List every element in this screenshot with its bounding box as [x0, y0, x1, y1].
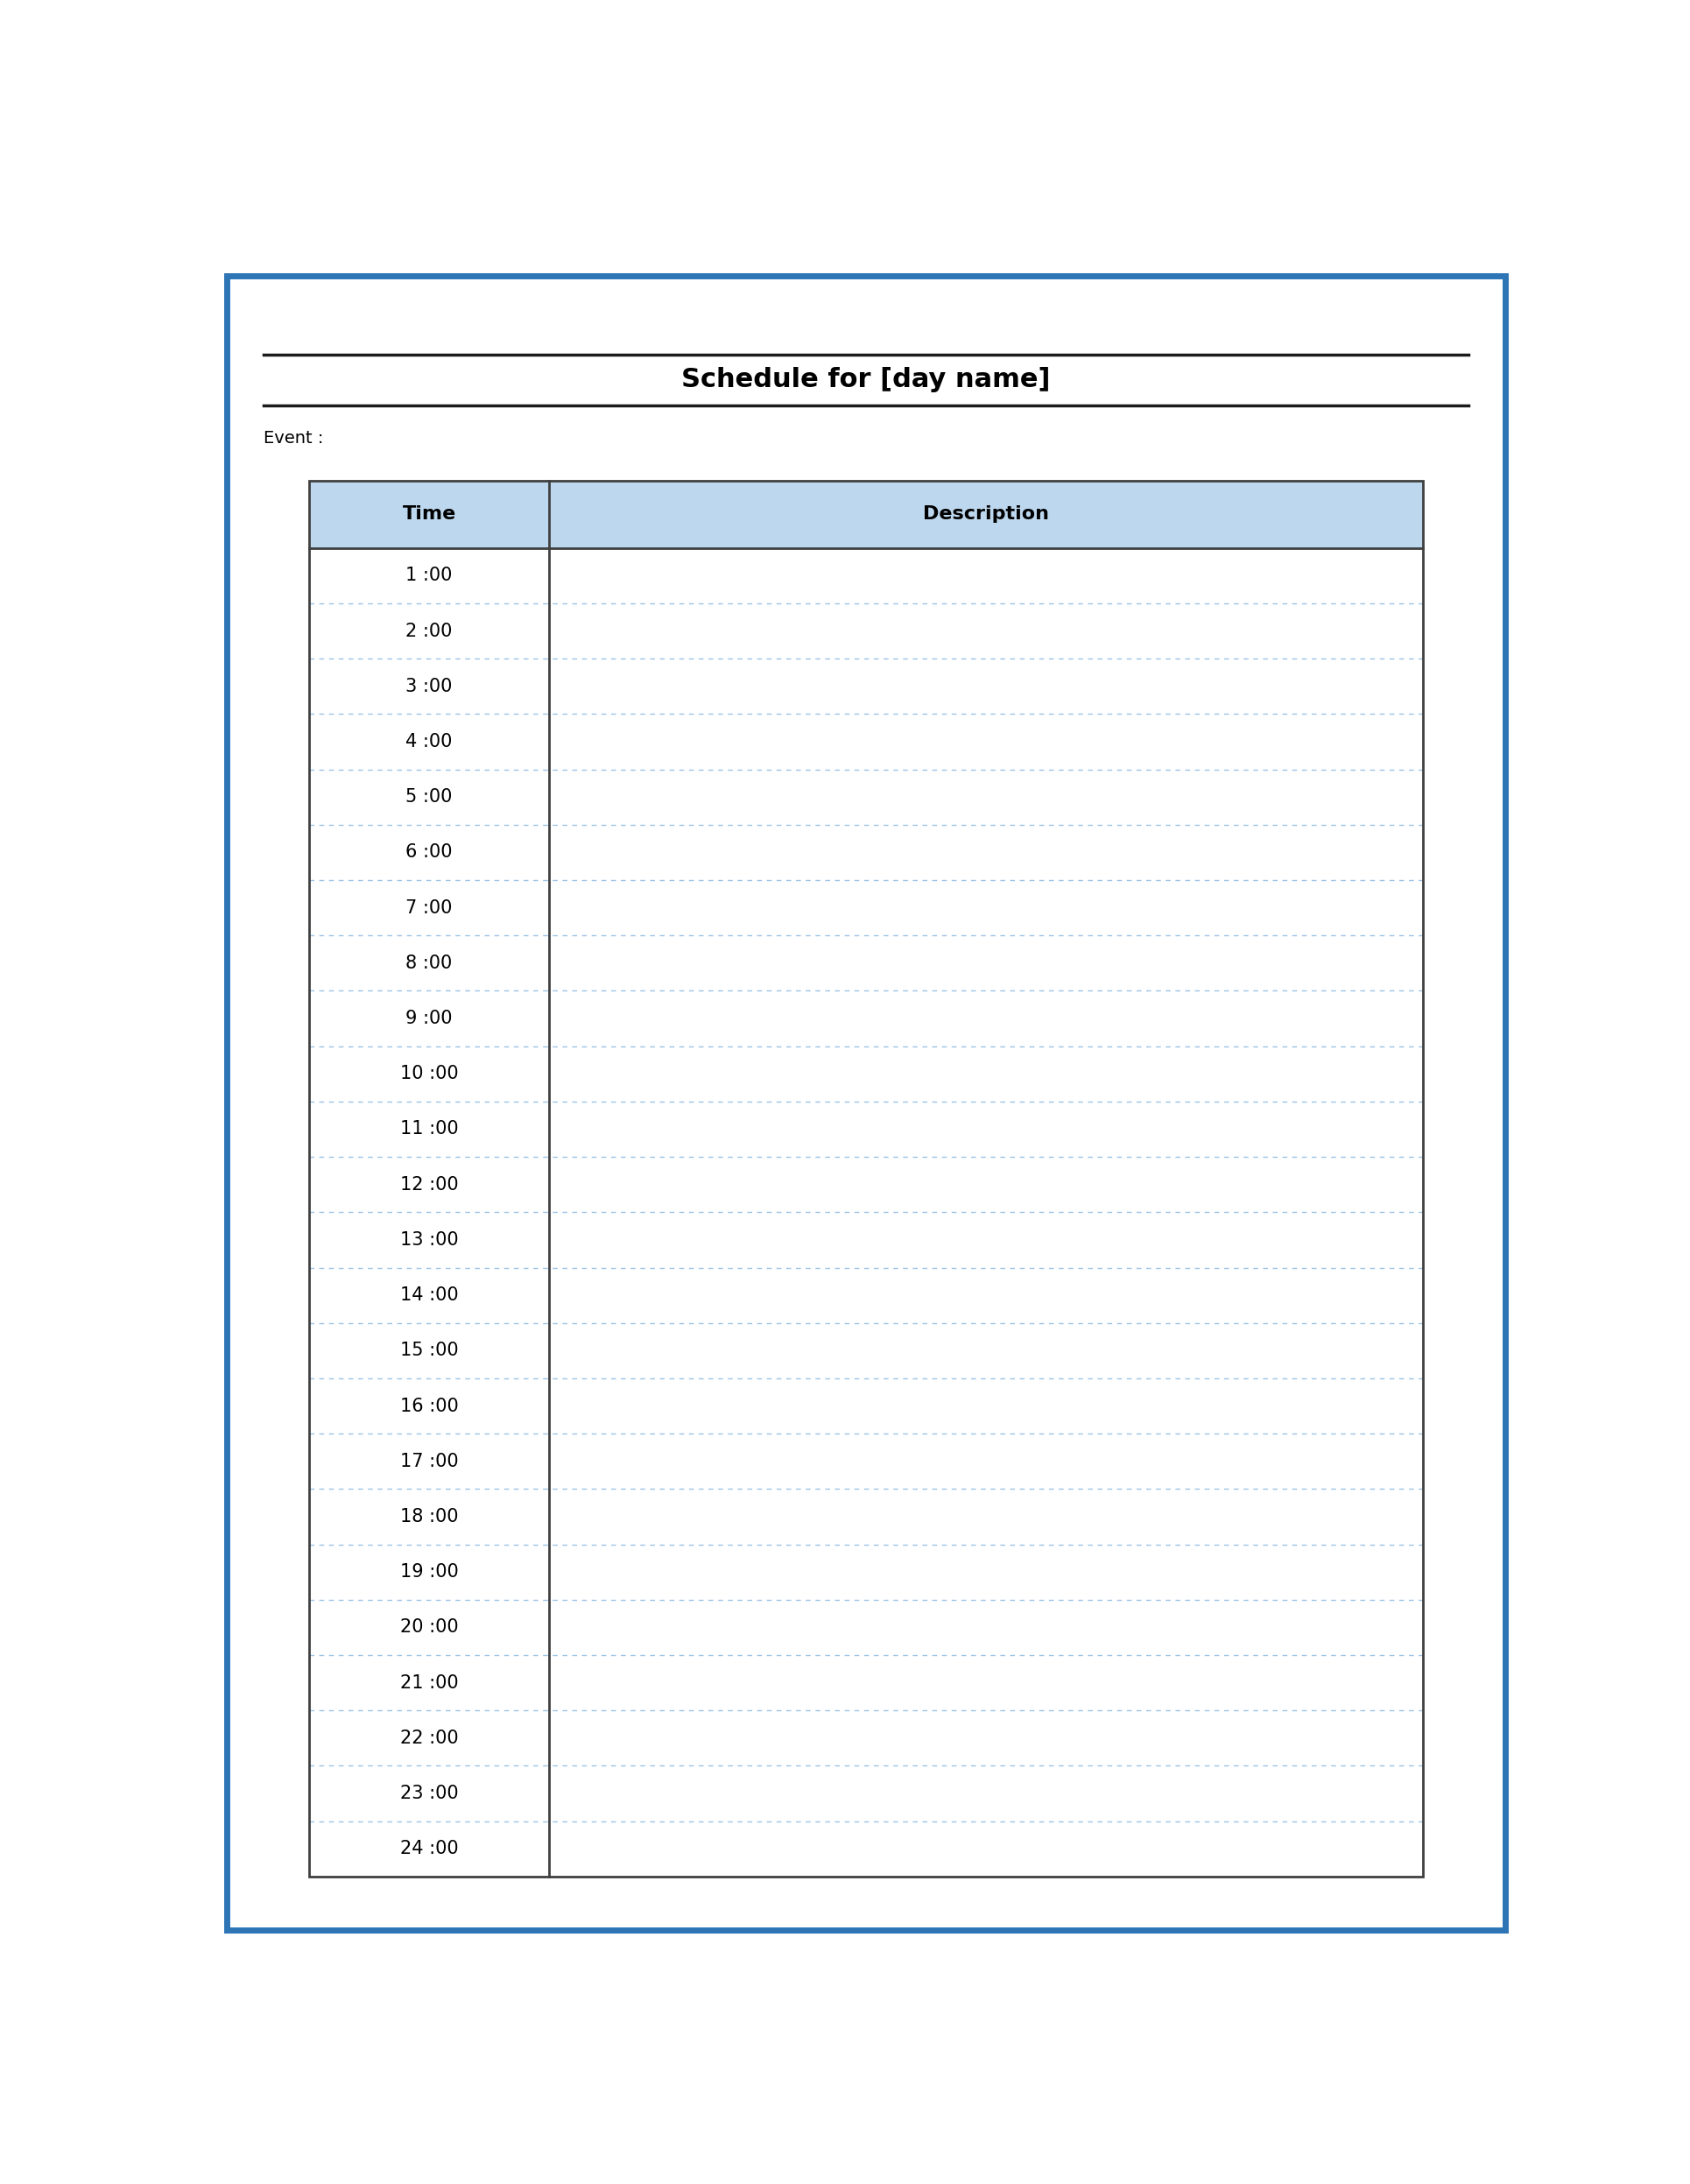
Text: 20 :00: 20 :00	[401, 1618, 458, 1636]
Text: Description: Description	[923, 505, 1049, 524]
Text: 8 :00: 8 :00	[406, 954, 453, 972]
Text: 19 :00: 19 :00	[401, 1564, 458, 1581]
Text: 22 :00: 22 :00	[401, 1730, 458, 1747]
Text: 2 :00: 2 :00	[406, 622, 453, 640]
Text: 1 :00: 1 :00	[406, 568, 453, 585]
Text: 23 :00: 23 :00	[401, 1784, 458, 1802]
Text: Event :: Event :	[264, 430, 323, 448]
Text: 11 :00: 11 :00	[401, 1120, 458, 1138]
Text: 16 :00: 16 :00	[401, 1398, 458, 1415]
Text: 10 :00: 10 :00	[401, 1066, 458, 1083]
Text: 5 :00: 5 :00	[406, 788, 453, 806]
Text: 4 :00: 4 :00	[406, 734, 453, 751]
Text: 12 :00: 12 :00	[401, 1175, 458, 1192]
Text: 3 :00: 3 :00	[406, 677, 453, 695]
Text: 15 :00: 15 :00	[401, 1341, 458, 1358]
Text: Schedule for [day name]: Schedule for [day name]	[681, 367, 1051, 393]
Text: 17 :00: 17 :00	[401, 1452, 458, 1470]
Text: Time: Time	[402, 505, 456, 524]
Bar	[309, 480, 1423, 1876]
Text: 21 :00: 21 :00	[401, 1673, 458, 1690]
Text: 24 :00: 24 :00	[401, 1841, 458, 1859]
Text: 6 :00: 6 :00	[406, 843, 453, 860]
Text: 14 :00: 14 :00	[401, 1286, 458, 1304]
Text: 9 :00: 9 :00	[406, 1009, 453, 1026]
Text: 7 :00: 7 :00	[406, 900, 453, 917]
Text: 13 :00: 13 :00	[401, 1232, 458, 1249]
Text: 18 :00: 18 :00	[401, 1507, 458, 1524]
Bar	[309, 480, 1423, 548]
